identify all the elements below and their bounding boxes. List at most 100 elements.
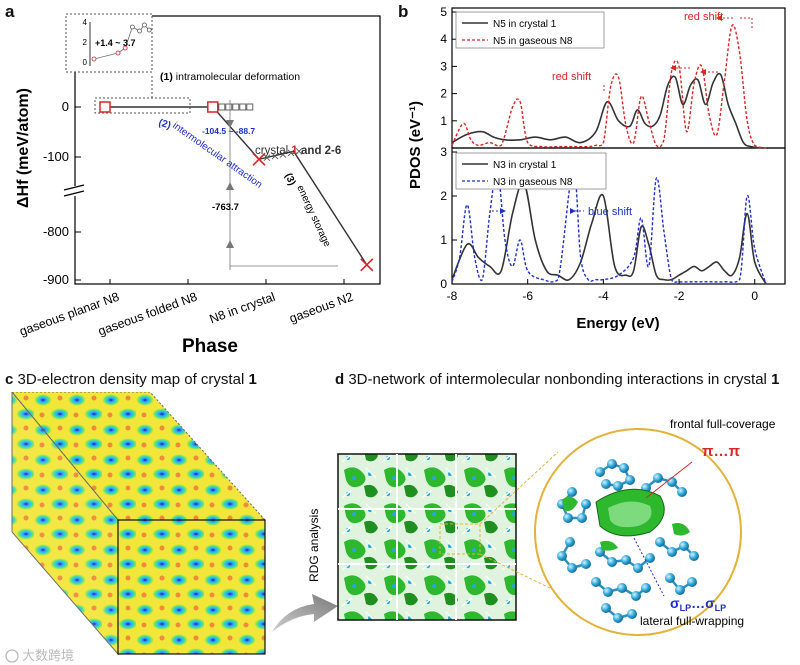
- n2-marker: [360, 258, 374, 272]
- atom: [581, 559, 591, 569]
- panel-b-label: b: [398, 2, 409, 21]
- red-shift-annot-2: red shift: [552, 71, 591, 83]
- rdg-surfaces: [562, 488, 690, 551]
- b-xtick-label: -8: [447, 289, 458, 303]
- zoom-line-bottom: [479, 553, 559, 593]
- b-xtick-label: -4: [598, 289, 609, 303]
- inset-point: [129, 24, 135, 30]
- b-ytick-label: 4: [440, 32, 447, 46]
- planar-dashed-box: [94, 97, 191, 114]
- b-ytick-label: 2: [440, 189, 447, 203]
- legend-n5-gaseous: N5 in gaseous N8: [493, 36, 573, 47]
- atom: [601, 603, 611, 613]
- atom: [631, 591, 641, 601]
- rdg-grid-dividers: [338, 454, 516, 620]
- atom: [687, 577, 697, 587]
- watermark-text: 大数跨境: [22, 648, 74, 663]
- inset-point: [146, 27, 152, 33]
- atom: [655, 537, 665, 547]
- frontal-annot: frontal full-coverage: [670, 417, 776, 431]
- lower-legend: N3 in crystal 1 N3 in gaseous N8: [455, 152, 607, 190]
- panel-d-title-text: 3D-network of intermolecular nonbonding …: [348, 371, 772, 388]
- atom: [557, 551, 567, 561]
- axis-break-marks: [63, 184, 85, 197]
- panel-a-plot-frame: [74, 15, 381, 285]
- atom: [565, 537, 575, 547]
- rdg-grid-image: [337, 453, 517, 621]
- density-cube-image: 大数跨境: [5, 392, 267, 663]
- atom: [679, 541, 689, 551]
- blue-shift-annot: blue shift: [588, 206, 632, 218]
- atom: [665, 573, 675, 583]
- atom: [581, 499, 591, 509]
- panel-a-xlabel: Phase: [182, 336, 238, 357]
- atom: [567, 563, 577, 573]
- crystal-label: crystal 1 and 2-6: [255, 145, 341, 157]
- b-xtick-label: 0: [751, 289, 758, 303]
- b-ytick-label: 2: [440, 87, 447, 101]
- shift-arrows: [492, 15, 753, 214]
- folded-marker: [225, 103, 233, 111]
- pdos-lower-frame: [451, 147, 786, 285]
- step1-text: (1) intramolecular deformation: [160, 71, 300, 83]
- zoom-line-top: [479, 451, 559, 525]
- b-ytick-label: 0: [440, 277, 447, 291]
- step3-label: energy storage: [294, 184, 332, 250]
- legend-n5-crystal: N5 in crystal 1: [493, 19, 557, 30]
- planar-marker: [207, 101, 219, 113]
- sigma-pointer: [633, 537, 665, 597]
- range-value: -104.5 ~ -88.7: [202, 126, 255, 136]
- atom: [667, 477, 677, 487]
- atom: [627, 609, 637, 619]
- pi-annot: π…π: [702, 443, 740, 460]
- atom: [675, 585, 685, 595]
- panel-a-ylabel: ΔHf (meV/atom): [15, 88, 32, 208]
- atom: [595, 467, 605, 477]
- pdos-series-0-1: [451, 24, 767, 149]
- step3-num: (3): [282, 172, 297, 188]
- atom: [621, 555, 631, 565]
- crystal-variant-marker: [271, 152, 279, 160]
- step1-label: intramolecular deformation: [176, 71, 300, 83]
- atom: [563, 513, 573, 523]
- crystal-marker: [252, 152, 266, 166]
- b-ytick-label: 3: [440, 59, 447, 73]
- inset-ytick: 4: [83, 18, 88, 27]
- step1-num: (1): [160, 71, 173, 83]
- atom: [567, 487, 577, 497]
- atom: [601, 479, 611, 489]
- b-ytick-label: 3: [440, 145, 447, 159]
- b-ytick-label: 1: [440, 233, 447, 247]
- cube-front-face: [117, 519, 266, 655]
- drop-arrow-head-top: [226, 120, 234, 128]
- b-ytick-label: 5: [440, 5, 447, 19]
- crystal-variant-marker: [287, 149, 295, 157]
- atom: [625, 475, 635, 485]
- legend-n3-gaseous: N3 in gaseous N8: [493, 177, 573, 188]
- inset-ytick: 2: [83, 38, 88, 47]
- pi-pointer: [645, 461, 693, 499]
- atom: [607, 459, 617, 469]
- inset-point: [91, 56, 97, 62]
- atom: [617, 583, 627, 593]
- folded-marker: [232, 103, 240, 111]
- pdos-series-0-0: [451, 72, 763, 149]
- atom: [577, 513, 587, 523]
- crystal-label-post: and 2-6: [298, 145, 341, 157]
- planar-marker: [99, 101, 111, 113]
- red-shift-annot-1: red shift: [684, 11, 723, 23]
- inset-point: [141, 22, 147, 28]
- atom: [689, 551, 699, 561]
- a-xtick-label: N8 in crystal: [208, 290, 277, 327]
- panel-a-label: a: [5, 2, 15, 21]
- panel-c-title-bold: 1: [248, 371, 257, 388]
- inset-plot: 0 2 4 +1.4 ~ 3.7: [65, 13, 153, 73]
- atom: [603, 587, 613, 597]
- crystal-variant-marker: [263, 154, 271, 161]
- panel-b-chart: 1 2 3 4 5 0 1 2 3 -8 -6 -4 -2 0 PDOS (eV⁻¹) Energy (e…: [407, 5, 786, 332]
- inset-ytick: 0: [83, 58, 88, 67]
- crystal-variant-marker: [279, 151, 287, 158]
- pdos-series-1-0: [451, 181, 767, 285]
- b-xtick-label: -6: [522, 289, 533, 303]
